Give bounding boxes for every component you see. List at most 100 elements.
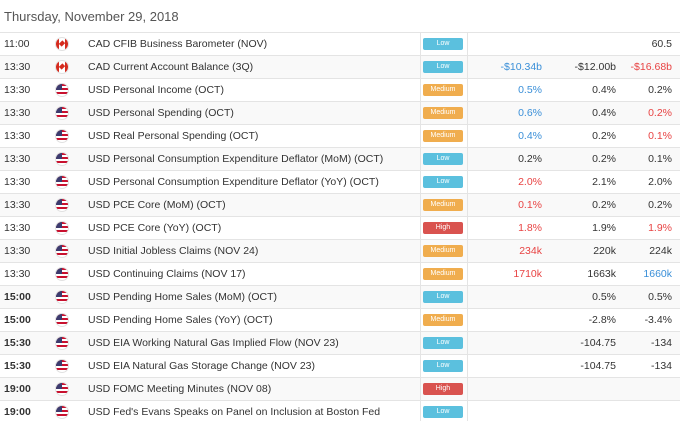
event-time: 13:30: [4, 199, 31, 211]
event-row[interactable]: 13:30 USD Personal Income (OCT) Medium 0.5%…: [0, 79, 680, 102]
country-flag: [55, 267, 75, 281]
event-name[interactable]: USD Personal Income (OCT): [88, 84, 224, 96]
event-row[interactable]: 13:30 USD Personal Consumption Expenditur…: [0, 148, 680, 171]
importance-cell: Medium: [420, 240, 468, 262]
importance-cell: Medium: [420, 79, 468, 101]
event-name[interactable]: USD PCE Core (YoY) (OCT): [88, 222, 222, 234]
event-row[interactable]: 13:30 USD PCE Core (YoY) (OCT) High 1.8% 1.9…: [0, 217, 680, 240]
country-flag: [55, 129, 75, 143]
importance-cell: Low: [420, 286, 468, 308]
event-row[interactable]: 19:00 USD Fed's Evans Speaks on Panel on …: [0, 401, 680, 421]
event-row[interactable]: 15:00 USD Pending Home Sales (YoY) (OCT) M…: [0, 309, 680, 332]
actual-value: [470, 355, 542, 377]
actual-value: 0.1%: [518, 199, 542, 211]
event-time: 15:00: [4, 291, 31, 303]
importance-badge: Medium: [423, 268, 463, 280]
forecast-value: 0.2%: [592, 130, 616, 142]
actual-value: [470, 286, 542, 308]
previous-value: 0.2%: [648, 199, 672, 211]
event-row[interactable]: 19:00 USD FOMC Meeting Minutes (NOV 08) Hi…: [0, 378, 680, 401]
importance-cell: Low: [420, 56, 468, 78]
event-name[interactable]: USD Pending Home Sales (YoY) (OCT): [88, 314, 273, 326]
event-time: 13:30: [4, 107, 31, 119]
forecast-value: 0.4%: [592, 107, 616, 119]
event-name[interactable]: CAD Current Account Balance (3Q): [88, 61, 254, 73]
previous-value: 60.5: [651, 38, 672, 50]
us-flag-icon: [55, 336, 69, 350]
actual-value: 0.5%: [518, 84, 542, 96]
event-row[interactable]: 11:00 CAD CFIB Business Barometer (NOV) Lo…: [0, 33, 680, 56]
previous-value: -134: [650, 337, 672, 349]
importance-cell: Low: [420, 171, 468, 193]
event-name[interactable]: USD Personal Spending (OCT): [88, 107, 234, 119]
event-row[interactable]: 13:30 USD Personal Spending (OCT) Medium 0.…: [0, 102, 680, 125]
importance-badge: Low: [423, 176, 463, 188]
us-flag-icon: [55, 313, 69, 327]
event-row[interactable]: 13:30 CAD Current Account Balance (3Q) Low…: [0, 56, 680, 79]
event-row[interactable]: 15:00 USD Pending Home Sales (MoM) (OCT) L…: [0, 286, 680, 309]
importance-cell: Medium: [420, 102, 468, 124]
event-row[interactable]: 15:30 USD EIA Natural Gas Storage Change …: [0, 355, 680, 378]
event-name[interactable]: USD Continuing Claims (NOV 17): [88, 268, 246, 280]
importance-badge: Medium: [423, 314, 463, 326]
previous-value: 1660k: [643, 268, 672, 280]
event-name[interactable]: USD EIA Working Natural Gas Implied Flow…: [88, 337, 339, 349]
actual-value: 1710k: [513, 268, 542, 280]
country-flag: [55, 244, 75, 258]
previous-value: 1.9%: [648, 222, 672, 234]
event-row[interactable]: 13:30 USD PCE Core (MoM) (OCT) Medium 0.1% 0…: [0, 194, 680, 217]
event-name[interactable]: USD Pending Home Sales (MoM) (OCT): [88, 291, 278, 303]
us-flag-icon: [55, 152, 69, 166]
event-name[interactable]: USD Real Personal Spending (OCT): [88, 130, 259, 142]
event-name[interactable]: USD Initial Jobless Claims (NOV 24): [88, 245, 259, 257]
importance-badge: High: [423, 383, 463, 395]
importance-cell: High: [420, 217, 468, 239]
event-time: 13:30: [4, 84, 31, 96]
event-name[interactable]: USD FOMC Meeting Minutes (NOV 08): [88, 383, 272, 395]
actual-value: [470, 33, 542, 55]
importance-badge: Medium: [423, 84, 463, 96]
previous-value: 0.2%: [648, 84, 672, 96]
event-time: 19:00: [4, 406, 31, 418]
importance-badge: Low: [423, 337, 463, 349]
event-name[interactable]: CAD CFIB Business Barometer (NOV): [88, 38, 268, 50]
actual-value: 234k: [519, 245, 542, 257]
importance-badge: Low: [423, 38, 463, 50]
event-time: 11:00: [4, 38, 30, 50]
event-name[interactable]: USD Personal Consumption Expenditure Def…: [88, 176, 379, 188]
event-name[interactable]: USD PCE Core (MoM) (OCT): [88, 199, 226, 211]
event-row[interactable]: 13:30 USD Continuing Claims (NOV 17) Mediu…: [0, 263, 680, 286]
country-flag: [55, 382, 75, 396]
event-time: 15:30: [4, 360, 31, 372]
canada-flag-icon: [55, 37, 69, 51]
actual-value: 0.2%: [518, 153, 542, 165]
event-name[interactable]: USD Fed's Evans Speaks on Panel on Inclu…: [88, 406, 381, 418]
previous-value: 0.1%: [648, 153, 672, 165]
event-name[interactable]: USD EIA Natural Gas Storage Change (NOV …: [88, 360, 316, 372]
country-flag: [55, 198, 75, 212]
importance-badge: Low: [423, 406, 463, 418]
event-row[interactable]: 13:30 USD Personal Consumption Expenditur…: [0, 171, 680, 194]
event-time: 13:30: [4, 176, 31, 188]
forecast-value: 220k: [593, 245, 616, 257]
us-flag-icon: [55, 267, 69, 281]
country-flag: [55, 175, 75, 189]
importance-cell: High: [420, 378, 468, 400]
country-flag: [55, 359, 75, 373]
event-time: 13:30: [4, 245, 31, 257]
us-flag-icon: [55, 382, 69, 396]
event-name[interactable]: USD Personal Consumption Expenditure Def…: [88, 153, 384, 165]
importance-cell: Low: [420, 33, 468, 55]
us-flag-icon: [55, 221, 69, 235]
importance-cell: Low: [420, 355, 468, 377]
actual-value: [470, 401, 542, 421]
event-row[interactable]: 13:30 USD Real Personal Spending (OCT) Med…: [0, 125, 680, 148]
event-row[interactable]: 13:30 USD Initial Jobless Claims (NOV 24)…: [0, 240, 680, 263]
previous-value: 224k: [649, 245, 672, 257]
event-row[interactable]: 15:30 USD EIA Working Natural Gas Implied…: [0, 332, 680, 355]
country-flag: [55, 336, 75, 350]
event-time: 13:30: [4, 222, 31, 234]
country-flag: [55, 290, 75, 304]
forecast-value: [546, 378, 616, 400]
